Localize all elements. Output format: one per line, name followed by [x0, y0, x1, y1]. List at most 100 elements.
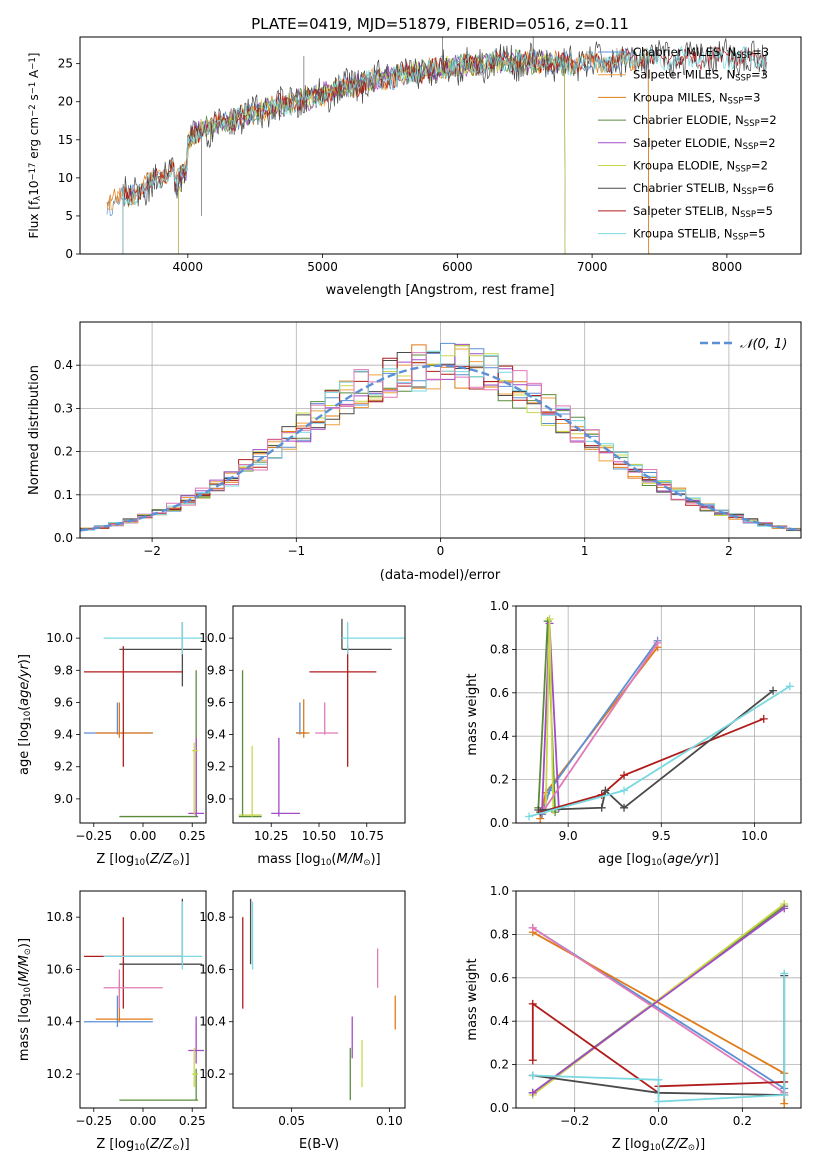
- x-tick-label: 0.2: [733, 1114, 752, 1128]
- y-tick-label: 9.2: [207, 760, 226, 774]
- series-marker: [653, 638, 662, 647]
- label-part: 10: [134, 1143, 145, 1153]
- x-tick-label: 0.05: [278, 1114, 305, 1128]
- label-part: ⊙: [172, 1143, 179, 1153]
- label-part: Kroupa STELIB, N: [633, 227, 733, 241]
- y-tick-label: 10.0: [46, 631, 73, 645]
- y-tick-label: 0.2: [54, 445, 73, 459]
- label-part: −17: [28, 163, 38, 181]
- y-tick-label: 0.6: [490, 686, 509, 700]
- figure-title: PLATE=0419, MJD=51879, FIBERID=0516, z=0…: [251, 15, 629, 33]
- label-part: Z [log: [96, 852, 134, 867]
- series-line: [543, 642, 659, 811]
- y-tick-label: 0.0: [54, 531, 73, 545]
- label-part: −1: [28, 82, 38, 95]
- label-part: SSP: [736, 51, 752, 61]
- series-marker: [528, 1088, 537, 1097]
- axes-frame: [79, 321, 802, 539]
- label-part: Z/Z: [665, 1137, 689, 1152]
- label-part: mass [log: [17, 998, 32, 1061]
- label-part: )]: [709, 852, 719, 867]
- label-part: )]: [17, 654, 32, 664]
- gaussian-curve: [80, 364, 801, 532]
- label-part: (: [145, 1137, 150, 1152]
- label-part: )]: [370, 852, 380, 867]
- label-part: 10: [27, 181, 41, 196]
- series-marker: [759, 714, 768, 723]
- label-part: =3: [752, 45, 769, 59]
- legend-entry: Salpeter STELIB, NSSP=5: [633, 204, 773, 220]
- series-marker: [528, 923, 537, 932]
- axes-frame: [515, 890, 802, 1109]
- y-tick-label: 9.2: [54, 760, 73, 774]
- legend-entry: Kroupa ELODIE, NSSP=2: [633, 159, 768, 175]
- x-axis-label: mass [log10(M/M⊙)]: [257, 852, 380, 868]
- x-axis-label: wavelength [Angstrom, rest frame]: [326, 283, 555, 298]
- label-part: SSP: [735, 74, 751, 84]
- x-tick-label: 0.00: [130, 1114, 157, 1128]
- spectrum-line: [122, 45, 768, 254]
- label-part: =3: [743, 90, 760, 104]
- label-part: λ: [33, 196, 43, 201]
- series-marker: [534, 805, 543, 814]
- plot-area: [242, 898, 396, 1101]
- x-tick-label: −0.25: [75, 1114, 112, 1128]
- x-tick-label: 10.0: [741, 829, 768, 843]
- series-marker: [785, 682, 794, 691]
- label-part: Z/Z: [149, 852, 173, 867]
- label-part: )]: [180, 852, 190, 867]
- residual-histogram-panel: −2 −1 0 1 2 0.0 0.1 0.2 0.3 0.4 (data-model)/error…: [27, 321, 802, 583]
- y-tick-label: 15: [58, 133, 73, 147]
- plot-area: [83, 622, 205, 818]
- mass-weight-vs-age-panel: 9.0 9.5 10.0 0.0 0.2 0.4 0.6 0.8 1.0 age [log10(a…: [465, 599, 802, 868]
- y-tick-label: 20: [58, 95, 73, 109]
- y-tick-label: 0.8: [490, 927, 509, 941]
- series-marker: [545, 615, 554, 624]
- y-tick-label: 0.8: [490, 642, 509, 656]
- label-part: ⊙: [23, 948, 33, 955]
- x-tick-label: 9.0: [559, 829, 578, 843]
- y-tick-label: 9.4: [207, 728, 226, 742]
- label-part: 10: [23, 711, 33, 722]
- label-part: SSP: [735, 165, 751, 175]
- label-part: =2: [760, 113, 777, 127]
- y-tick-label: 1.0: [490, 884, 509, 898]
- label-part: Chabrier ELODIE, N: [633, 113, 744, 127]
- ticks: 10.25 10.50 10.75 9.0 9.2 9.4 9.6 9.8 10.0: [199, 631, 384, 843]
- ticks: 9.0 9.5 10.0 0.0 0.2 0.4 0.6 0.8 1.0: [490, 599, 768, 843]
- y-tick-label: 9.0: [207, 792, 226, 806]
- x-tick-label: 0.25: [179, 829, 206, 843]
- x-axis-label: age [log10(age/yr)]: [598, 852, 719, 868]
- x-tick-label: 2: [725, 544, 733, 558]
- series-marker: [620, 786, 629, 795]
- x-tick-label: −0.25: [75, 829, 112, 843]
- label-part: Salpeter ELODIE, N: [633, 136, 743, 150]
- label-part: age [log: [17, 722, 32, 775]
- x-tick-label: 1: [581, 544, 589, 558]
- spectrum-line: [178, 51, 566, 254]
- legend-entry: Chabrier STELIB, NSSP=6: [633, 181, 774, 197]
- axes-frame: [79, 605, 207, 824]
- mass-weight-vs-metallicity-panel: −0.2 0.0 0.2 0.0 0.2 0.4 0.6 0.8 1.0 Z [log10(Z/Z…: [465, 884, 802, 1153]
- y-tick-label: 10.0: [199, 631, 226, 645]
- label-part: =2: [751, 159, 768, 173]
- x-tick-label: 4000: [173, 260, 204, 274]
- legend-entry: Kroupa MILES, NSSP=3: [633, 90, 760, 106]
- series-line: [538, 689, 774, 811]
- plot-area: [106, 37, 768, 254]
- label-part: Z [log: [96, 1137, 134, 1152]
- label-part: −2: [28, 104, 38, 117]
- ticks: −0.25 0.00 0.25 9.0 9.2 9.4 9.6 9.8 10.0: [46, 631, 205, 843]
- x-tick-label: 5000: [307, 260, 338, 274]
- y-tick-label: 10.6: [199, 962, 226, 976]
- y-tick-label: 0.0: [490, 1101, 509, 1115]
- y-axis-label-group: age [log10(age/yr)]: [17, 654, 33, 775]
- series-marker: [780, 904, 789, 913]
- y-tick-label: 9.8: [207, 663, 226, 677]
- series-marker: [528, 999, 537, 1008]
- label-part: 10: [651, 858, 662, 868]
- label-part: Salpeter MILES, N: [633, 68, 735, 82]
- plot-area: [83, 898, 205, 1101]
- y-tick-label: 9.4: [54, 728, 73, 742]
